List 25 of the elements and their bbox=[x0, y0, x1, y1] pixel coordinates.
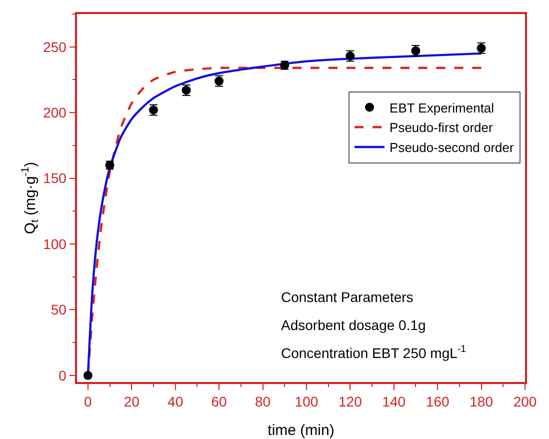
annotation: Constant Parameters bbox=[281, 289, 414, 305]
y-tick-label: 50 bbox=[50, 302, 67, 318]
legend-label: Pseudo-second order bbox=[390, 140, 514, 156]
x-tick-label: 60 bbox=[211, 394, 228, 410]
annotation: Concentration EBT 250 mgL$^{-1}$ bbox=[281, 344, 466, 361]
x-tick-label: 0 bbox=[84, 394, 92, 410]
x-tick-label: 20 bbox=[124, 394, 140, 410]
x-tick-label: 140 bbox=[382, 394, 406, 410]
legend-label: EBT Experimental bbox=[390, 100, 494, 116]
annotation: Adsorbent dosage 0.1g bbox=[281, 317, 426, 333]
x-tick-label: 180 bbox=[470, 394, 494, 410]
x-tick-label: 120 bbox=[338, 394, 362, 410]
y-tick-label: 200 bbox=[43, 104, 67, 120]
x-tick-label: 80 bbox=[254, 394, 271, 410]
y-tick-label: 0 bbox=[58, 367, 67, 384]
point bbox=[83, 370, 92, 380]
x-tick-label: 160 bbox=[426, 394, 450, 410]
y-tick-label: 150 bbox=[43, 170, 67, 186]
x-axis-title: time (min) bbox=[268, 422, 334, 439]
legend-label: Pseudo-first order bbox=[390, 120, 494, 136]
x-tick-label: 40 bbox=[168, 394, 184, 410]
y-tick-label: 250 bbox=[43, 38, 67, 55]
x-tick-label: 100 bbox=[294, 394, 318, 410]
y-tick-label: 100 bbox=[43, 236, 67, 252]
x-tick-label: 200 bbox=[513, 394, 537, 410]
